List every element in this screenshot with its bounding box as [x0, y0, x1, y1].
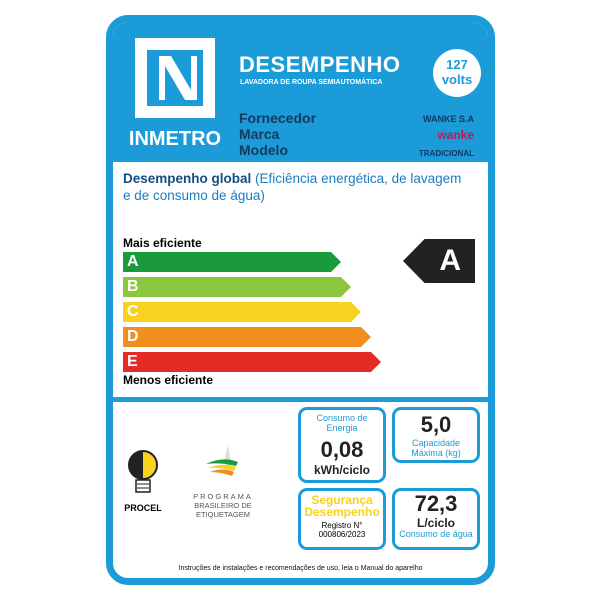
- pbe-flag-icon: [206, 444, 238, 476]
- efficiency-bar-c: C: [123, 302, 361, 322]
- pbe-line1: PROGRAMA: [193, 492, 253, 501]
- performance-heading: Desempenho global: [123, 171, 252, 186]
- modelo-label: Modelo: [239, 142, 288, 158]
- marca-value: wanke: [437, 128, 474, 142]
- efficiency-bar-e: E: [123, 352, 381, 372]
- pbe-line2: BRASILEIRO DE: [194, 501, 252, 510]
- fornecedor-label: Fornecedor: [239, 110, 317, 126]
- fornecedor-value: WANKE S.A: [422, 114, 474, 124]
- voltage-value: 127: [446, 57, 468, 72]
- water-value: 72,3: [414, 491, 458, 516]
- modelo-value: TRADICIONAL: [418, 149, 474, 158]
- voltage-badge: 127 volts: [433, 49, 481, 97]
- registro-label: Registro N°: [321, 521, 363, 530]
- energy-value: 0,08: [320, 437, 364, 462]
- procel-bulb-icon: [128, 450, 158, 493]
- safety-line1: Segurança: [311, 493, 373, 507]
- pbe-logo: PROGRAMA BRASILEIRO DE ETIQUETAGEM: [183, 442, 263, 519]
- divider: [113, 397, 488, 402]
- energy-label-text: Consumo de Energia: [316, 413, 368, 433]
- capacity-value: 5,0: [420, 412, 452, 437]
- inmetro-brand: INMETRO: [128, 128, 222, 150]
- performance-section: Desempenho global (Eficiência energética…: [113, 162, 488, 397]
- more-efficient-label: Mais eficiente: [123, 236, 202, 250]
- marca-label: Marca: [239, 126, 280, 142]
- inmetro-i-icon: [135, 38, 215, 118]
- performance-title: Desempenho global (Eficiência energética…: [123, 170, 463, 204]
- registro-value: 000806/2023: [318, 530, 366, 539]
- water-unit: L/ciclo: [416, 516, 455, 530]
- rating-arrow: A: [403, 239, 475, 283]
- footer-note: Instruções de instalações e recomendaçõe…: [178, 565, 423, 572]
- efficiency-bar-a: A: [123, 252, 341, 272]
- safety-box: Segurança Desempenho Registro N° 000806/…: [298, 488, 386, 550]
- energy-label: INMETRO DESEMPENHO LAVADORA DE ROUPA SEM…: [106, 15, 495, 585]
- water-label: Consumo de água: [399, 529, 473, 539]
- efficiency-bar-d: D: [123, 327, 371, 347]
- safety-line2: Desempenho: [304, 505, 380, 519]
- capacity-box: 5,0 Capacidade Máxima (kg): [392, 407, 480, 463]
- capacity-label: Capacidade Máxima (kg): [411, 438, 461, 458]
- label-header: INMETRO DESEMPENHO LAVADORA DE ROUPA SEM…: [113, 22, 488, 162]
- energy-box: Consumo de Energia 0,08 kWh/ciclo: [298, 407, 386, 483]
- procel-logo: PROCEL: [123, 448, 163, 518]
- procel-text: PROCEL: [124, 503, 162, 513]
- less-efficient-label: Menos eficiente: [123, 373, 214, 387]
- voltage-unit: volts: [441, 72, 473, 87]
- label-subtitle: LAVADORA DE ROUPA SEMIAUTOMÁTICA: [240, 79, 383, 86]
- energy-unit: kWh/ciclo: [313, 463, 370, 477]
- efficiency-bar-b: B: [123, 277, 351, 297]
- water-box: 72,3 L/ciclo Consumo de água: [392, 488, 480, 550]
- pbe-line3: ETIQUETAGEM: [195, 510, 251, 519]
- inmetro-logo: INMETRO: [119, 30, 231, 156]
- performance-detail: (Eficiência energética, de lavagem e de …: [123, 171, 462, 203]
- label-title: DESEMPENHO: [239, 52, 401, 77]
